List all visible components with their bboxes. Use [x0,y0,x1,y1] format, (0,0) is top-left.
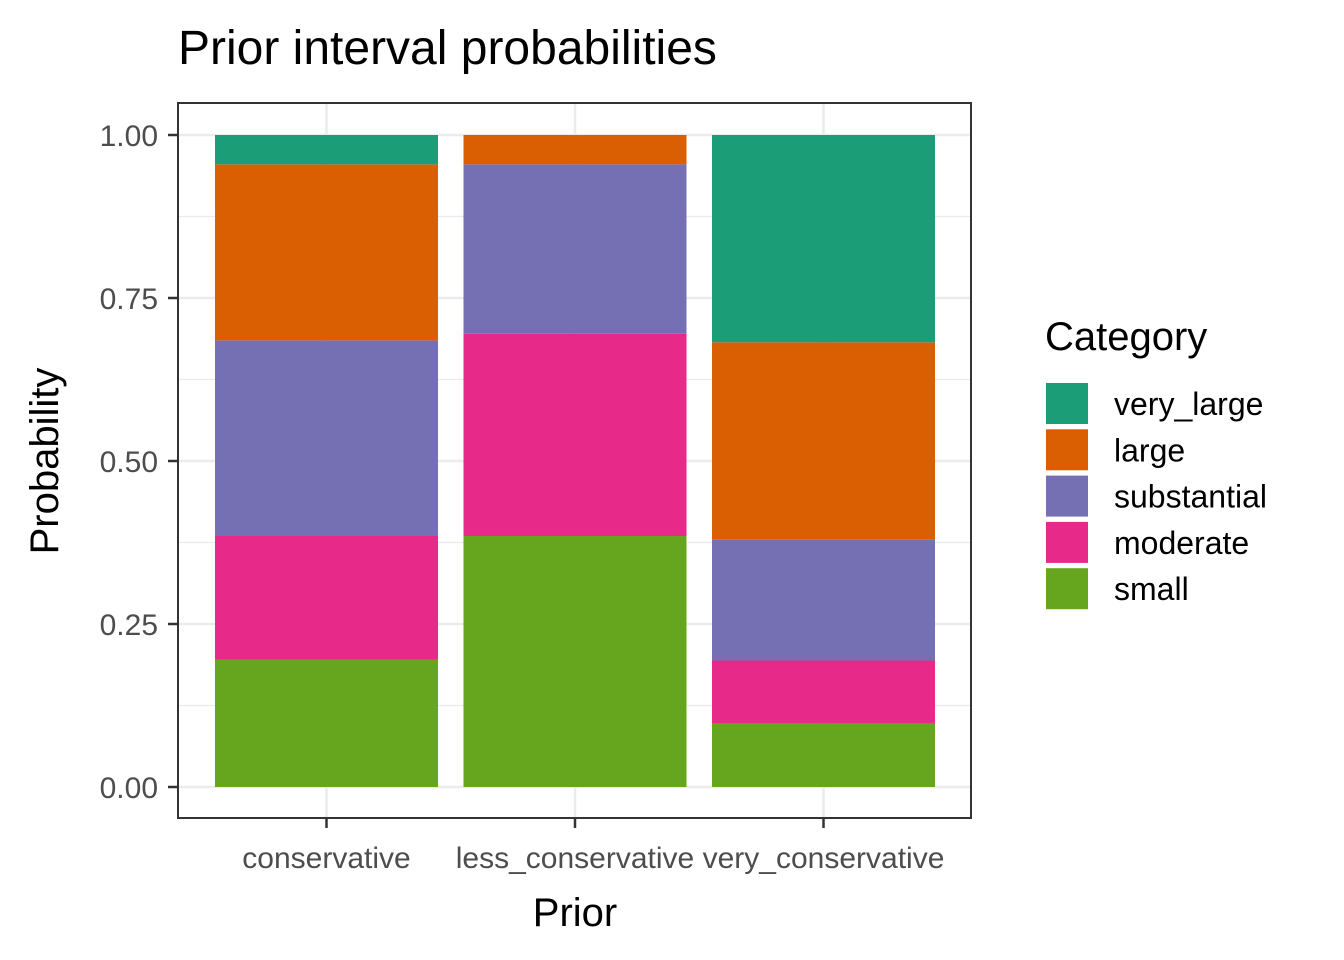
bar-very_large-conservative [215,135,438,165]
legend-swatch-moderate [1046,521,1088,563]
legend-label-substantial: substantial [1114,479,1267,515]
legend-title: Category [1045,315,1207,359]
legend-swatch-substantial [1046,475,1088,517]
x-tick-label-conservative: conservative [242,842,410,875]
legend-label-moderate: moderate [1114,525,1249,561]
y-tick-label: 0.50 [100,446,158,479]
bar-large-conservative [215,164,438,341]
bar-substantial-less_conservative [463,164,687,334]
bar-small-conservative [215,659,438,787]
legend-swatch-large [1046,429,1088,471]
bar-large-less_conservative [463,135,687,165]
legend-label-small: small [1114,571,1189,607]
legend-label-very_large: very_large [1114,386,1263,422]
y-axis: 0.00 0.25 0.50 0.75 1.00 [100,120,178,805]
bar-moderate-less_conservative [463,333,687,536]
bar-substantial-very_conservative [712,539,935,661]
chart-title: Prior interval probabilities [178,22,717,75]
bar-large-very_conservative [712,342,935,540]
y-tick-label: 0.75 [100,283,158,316]
y-axis-title: Probability [23,368,67,555]
legend-swatch-very_large [1046,383,1088,424]
x-axis: conservative less_conservative very_conser… [242,818,944,875]
bar-very_large-very_conservative [712,135,935,343]
x-tick-label-very_conservative: very_conservative [703,842,945,875]
bars [215,135,935,787]
legend-label-large: large [1114,432,1185,468]
y-tick-label: 0.00 [100,772,158,805]
x-tick-label-less_conservative: less_conservative [456,842,694,875]
bar-small-very_conservative [712,723,935,787]
bar-moderate-very_conservative [712,660,935,724]
y-tick-label: 0.25 [100,609,158,642]
bar-substantial-conservative [215,340,438,536]
y-tick-label: 1.00 [100,120,158,153]
x-axis-title: Prior [533,891,617,935]
bar-moderate-conservative [215,535,438,660]
bar-small-less_conservative [463,535,687,787]
legend-swatch-small [1046,568,1088,610]
